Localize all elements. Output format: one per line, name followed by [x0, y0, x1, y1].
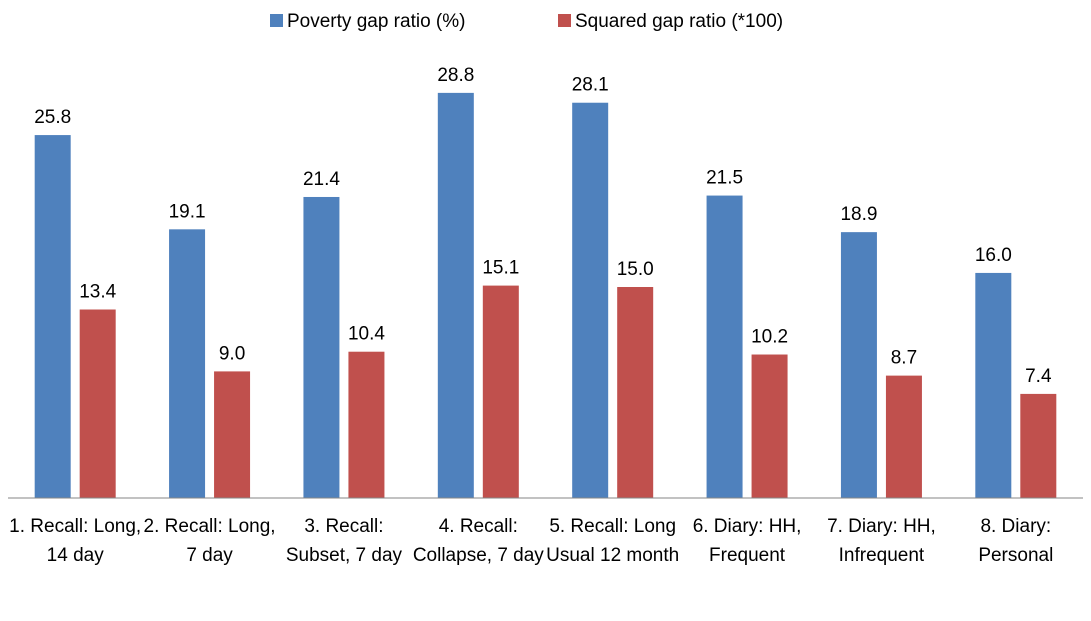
- legend-label: Squared gap ratio (*100): [575, 11, 783, 32]
- x-tick-label: 6. Diary: HH, Frequent: [692, 516, 802, 566]
- data-label: 10.2: [751, 327, 788, 348]
- bar: [885, 375, 922, 498]
- bar: [617, 287, 654, 498]
- data-label: 9.0: [219, 343, 245, 364]
- bar: [79, 309, 116, 498]
- data-label: 15.1: [482, 258, 519, 279]
- legend-swatch: [270, 14, 283, 27]
- data-label: 16.0: [975, 245, 1012, 266]
- x-tick-label: 7. Diary: HH, Infrequent: [827, 516, 936, 566]
- legend-swatch: [558, 14, 571, 27]
- bar: [751, 354, 788, 498]
- bar: [1020, 393, 1057, 498]
- bar: [34, 135, 71, 498]
- data-label: 19.1: [169, 201, 206, 222]
- x-tick-label: 3. Recall: Subset, 7 day: [285, 516, 403, 566]
- bar: [840, 232, 877, 498]
- data-label: 8.7: [891, 348, 917, 369]
- x-tick-label: 8. Diary: Personal: [978, 516, 1054, 566]
- legend-label: Poverty gap ratio (%): [287, 11, 465, 32]
- bar: [169, 229, 206, 498]
- bar: [482, 285, 519, 498]
- x-tick-label: 2. Recall: Long, 7 day: [143, 516, 276, 566]
- x-tick-label: 4. Recall: Collapse, 7 day: [412, 516, 544, 566]
- data-label: 25.8: [34, 107, 71, 128]
- data-label: 10.4: [348, 324, 385, 345]
- bar: [303, 196, 340, 498]
- bar: [214, 371, 251, 498]
- bar: [572, 102, 609, 498]
- bar: [348, 351, 385, 498]
- data-label: 13.4: [79, 282, 116, 303]
- bar: [975, 272, 1012, 498]
- data-label: 21.4: [303, 169, 340, 190]
- data-label: 15.0: [617, 259, 654, 280]
- data-label: 18.9: [840, 204, 877, 225]
- x-tick-label: 1. Recall: Long, 14 day: [9, 516, 142, 566]
- data-label: 7.4: [1025, 366, 1052, 387]
- bar: [437, 92, 474, 498]
- bar: [706, 195, 743, 499]
- data-label: 28.8: [437, 65, 474, 86]
- data-label: 21.5: [706, 168, 743, 189]
- x-tick-label: 5. Recall: Long Usual 12 month: [546, 516, 680, 566]
- data-label: 28.1: [572, 75, 609, 96]
